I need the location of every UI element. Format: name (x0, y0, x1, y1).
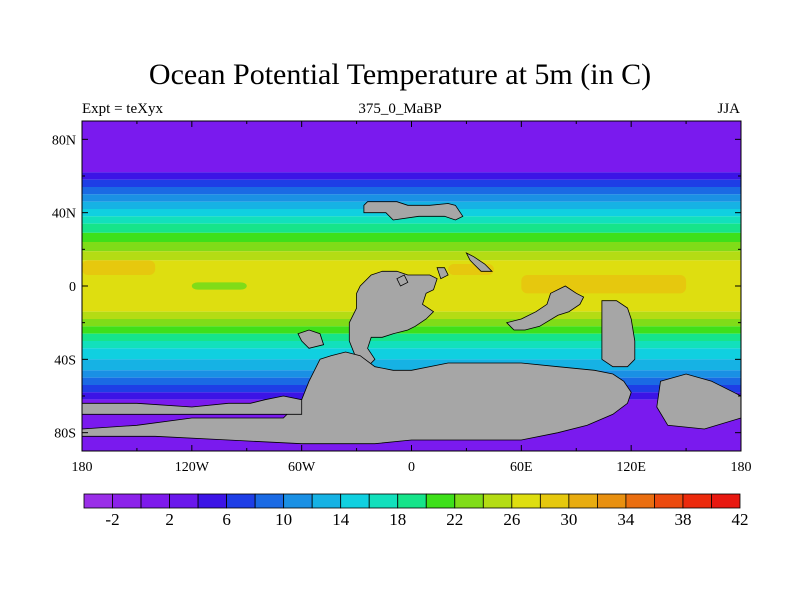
colorbar: -2 2 6 10 14 18 22 26 30 34 38 42 (83, 493, 749, 529)
colorbar-swatch (397, 493, 427, 509)
colorbar-swatch (425, 493, 456, 509)
lon-label: 120E (616, 460, 646, 475)
land-mass (601, 300, 636, 368)
land-mass (465, 252, 493, 272)
time-label: 375_0_MaBP (358, 101, 442, 117)
temperature-band (82, 223, 741, 233)
temperature-band (82, 187, 741, 195)
lon-label: 60E (510, 460, 533, 475)
temperature-patch (521, 275, 687, 294)
lat-label: 0 (69, 280, 76, 295)
colorbar-swatch (482, 493, 513, 509)
temperature-patch (191, 282, 247, 290)
colorbar-swatch (340, 493, 370, 509)
colorbar-swatch (311, 493, 342, 509)
temperature-band (82, 251, 741, 261)
colorbar-swatch (112, 493, 142, 509)
land-mass (82, 351, 632, 445)
lat-label: 40S (54, 353, 76, 368)
temperature-band (82, 326, 741, 334)
experiment-label: Expt = teXyx (82, 101, 163, 117)
colorbar-swatch (511, 493, 541, 509)
colorbar-label: 38 (674, 510, 691, 529)
temperature-band (82, 194, 741, 202)
colorbar-swatch (83, 493, 113, 509)
land-mass (396, 274, 409, 287)
land-mass (297, 329, 325, 349)
map-title: Ocean Potential Temperature at 5m (in C) (148, 58, 652, 91)
lon-label: 0 (408, 460, 415, 475)
land-mass (436, 267, 449, 280)
colorbar-label: 34 (617, 510, 635, 529)
colorbar-swatch (169, 493, 199, 509)
temperature-band (82, 121, 741, 173)
lat-label: 80N (52, 133, 76, 148)
land-mass (363, 201, 464, 221)
temperature-band (82, 179, 741, 187)
colorbar-swatch (568, 493, 598, 509)
colorbar-swatch (197, 493, 228, 509)
temperature-patch (82, 260, 156, 275)
colorbar-swatch (254, 493, 285, 509)
lon-label: 60W (288, 460, 316, 475)
colorbar-swatch (140, 493, 170, 509)
temperature-band (82, 333, 741, 341)
colorbar-label: 30 (560, 510, 577, 529)
colorbar-label: 18 (389, 510, 406, 529)
colorbar-swatch (682, 493, 712, 509)
colorbar-swatch (711, 493, 741, 509)
temperature-band (82, 359, 741, 371)
lat-label: 40N (52, 207, 76, 222)
colorbar-label: 42 (732, 510, 749, 529)
temperature-band (82, 172, 741, 180)
land-mass (348, 270, 438, 371)
temperature-band (82, 232, 741, 242)
map-axes: 80N 40N 0 40S 80S 180 120W 60W 0 60E 120E 180 (52, 121, 752, 475)
season-label: JJA (717, 101, 740, 117)
temperature-band (82, 341, 741, 349)
land-masses (82, 201, 741, 445)
colorbar-swatch (368, 493, 399, 509)
colorbar-label: -2 (105, 510, 119, 529)
colorbar-swatch (283, 493, 313, 509)
colorbar-label: 26 (503, 510, 520, 529)
colorbar-label: 22 (446, 510, 463, 529)
colorbar-label: 6 (222, 510, 231, 529)
temperature-band (82, 242, 741, 252)
colorbar-swatch (454, 493, 484, 509)
temperature-band (82, 216, 741, 224)
temperature-band (82, 348, 741, 360)
land-mass (656, 373, 741, 430)
colorbar-swatch (539, 493, 570, 509)
colorbar-label: 2 (165, 510, 174, 529)
lon-label: 120W (175, 460, 210, 475)
colorbar-label: 14 (332, 510, 350, 529)
colorbar-swatch (654, 493, 684, 509)
land-mass (505, 285, 585, 331)
lat-label: 80S (54, 427, 76, 442)
lon-label: 180 (731, 460, 752, 475)
colorbar-swatch (625, 493, 655, 509)
colorbar-swatch (226, 493, 256, 509)
colorbar-swatch (596, 493, 627, 509)
colorbar-label: 10 (275, 510, 292, 529)
lon-label: 180 (72, 460, 93, 475)
land-mass (82, 395, 303, 415)
